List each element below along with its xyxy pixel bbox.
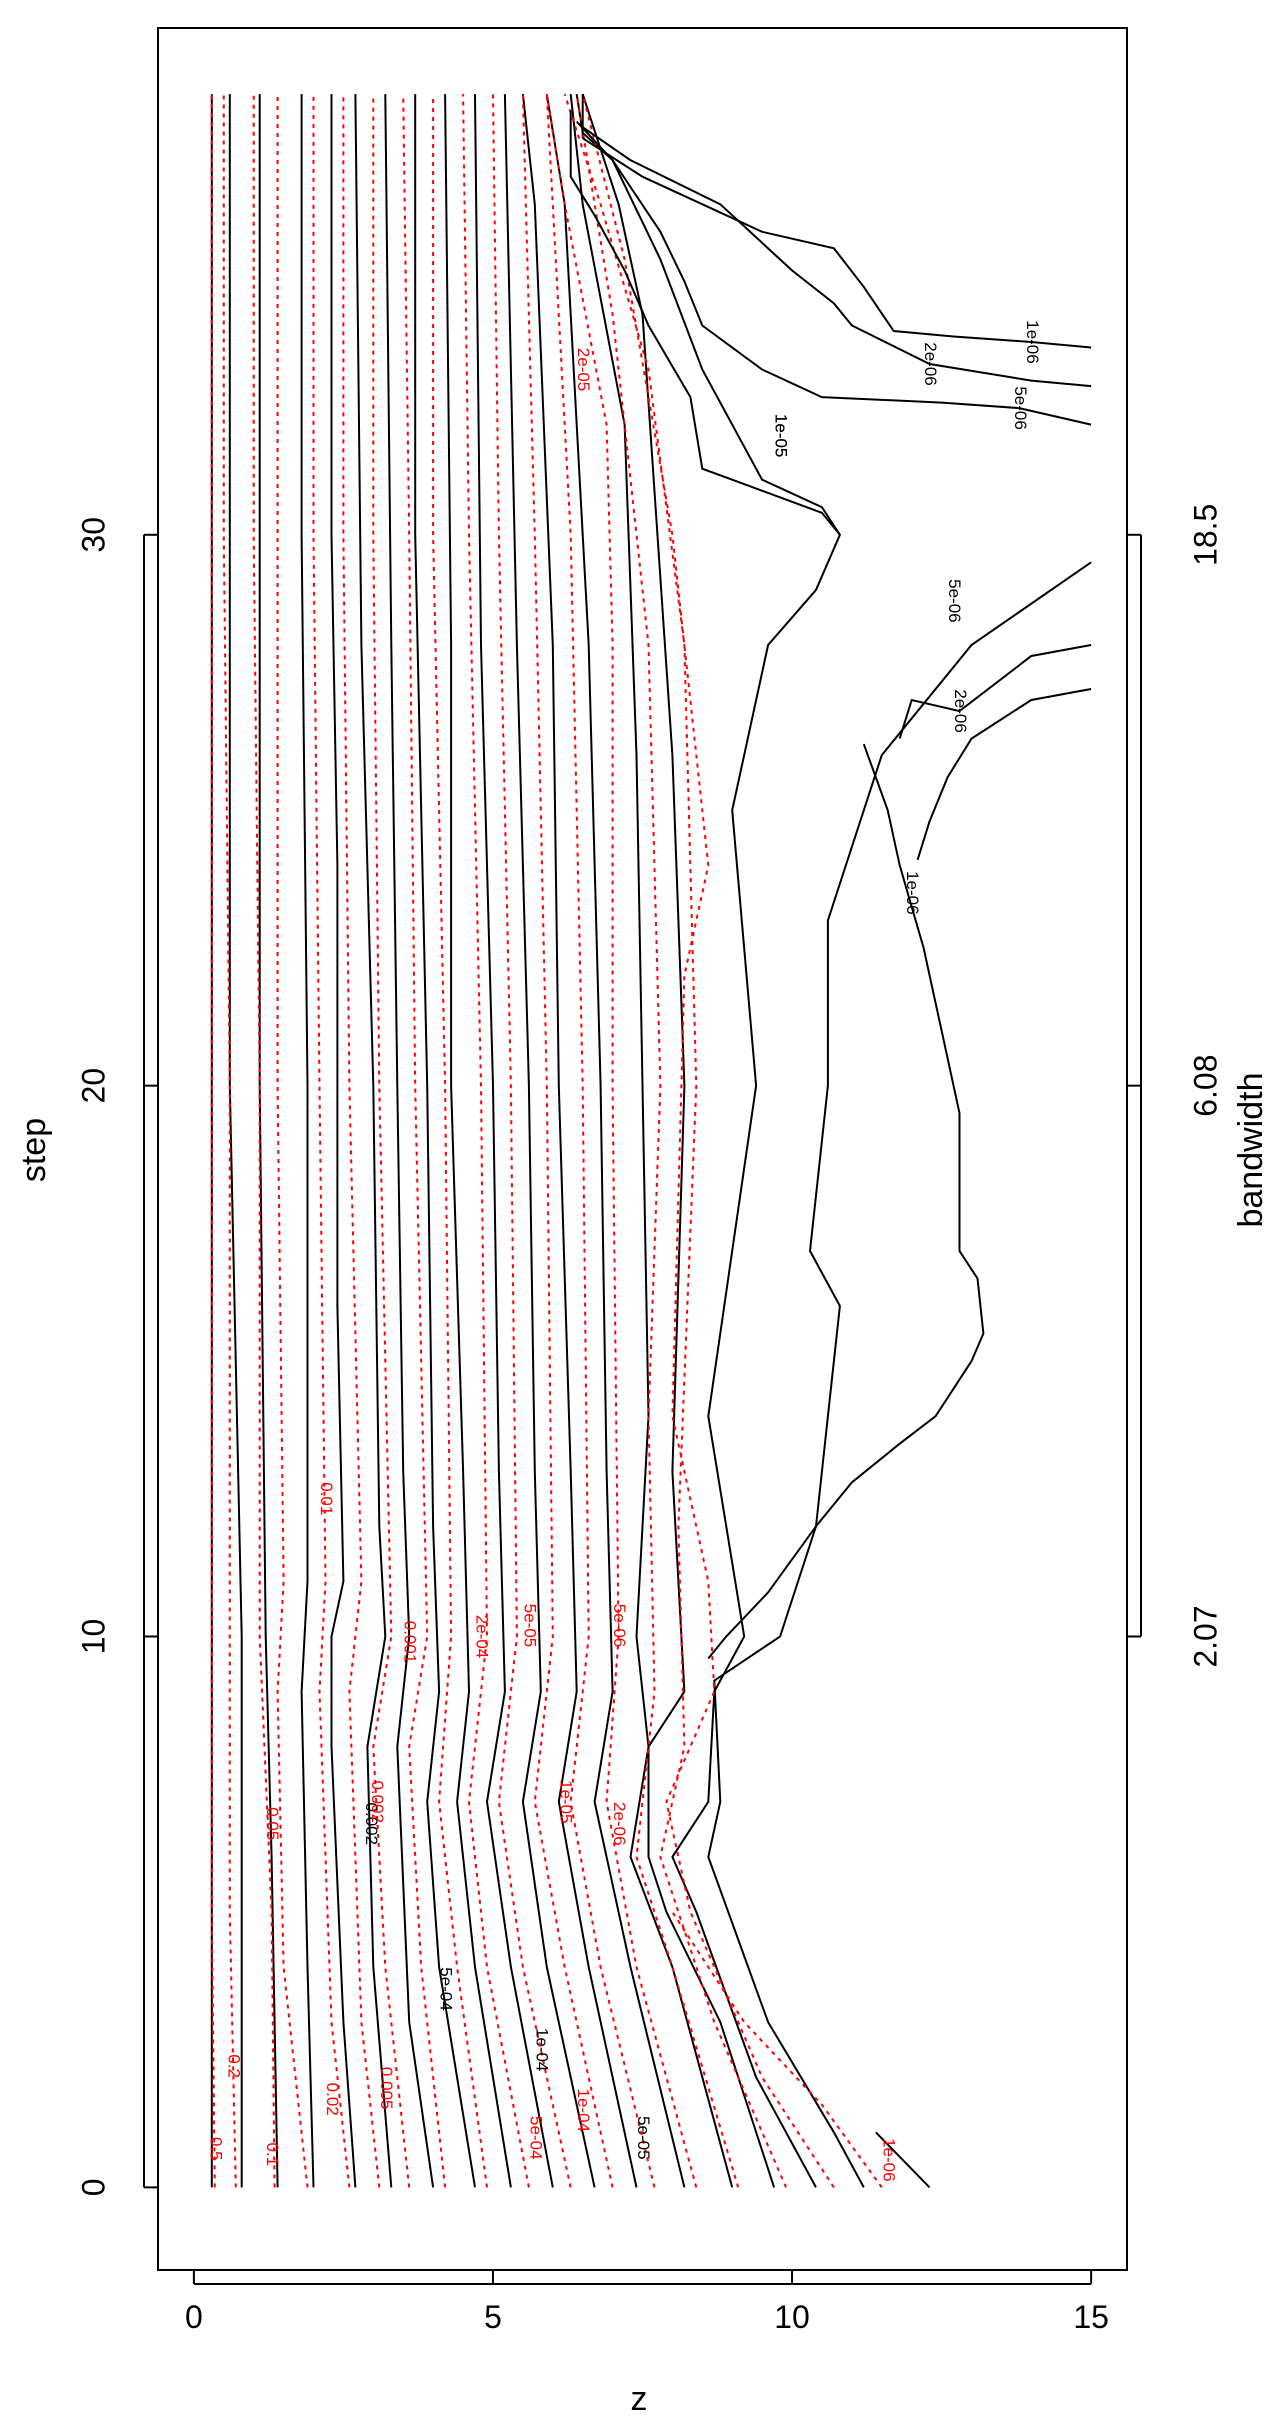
contour-line-black-2-0 bbox=[582, 137, 1092, 349]
contour-label: 0.002 bbox=[368, 1780, 387, 1823]
contour-label: 1e-06 bbox=[1023, 320, 1042, 363]
contour-label: 5e-06 bbox=[1011, 386, 1030, 429]
contour-label: 1e-05 bbox=[772, 414, 791, 457]
right-tick-label: 2.07 bbox=[1187, 1605, 1223, 1667]
contour-line-black-0-13 bbox=[569, 93, 734, 2188]
y-tick-label: 20 bbox=[75, 1068, 111, 1104]
x-tick-label: 10 bbox=[774, 2299, 810, 2335]
contour-label: 2e-04 bbox=[473, 1615, 492, 1658]
contour-line-black-0-15 bbox=[575, 93, 842, 2188]
contour-line-black-0-5 bbox=[354, 94, 393, 2188]
axes: 0 5 10 15 0 10 20 30 2.07 6.08 18.5 bbox=[75, 504, 1223, 2335]
contour-label: 1e-04 bbox=[574, 2089, 593, 2132]
contour-label: 0.005 bbox=[377, 2067, 396, 2110]
x-tick-label: 15 bbox=[1073, 2299, 1109, 2335]
contour-line-black-2-2 bbox=[575, 120, 1092, 426]
contour-label: 1e-05 bbox=[556, 1780, 575, 1823]
contour-line-red-1-17 bbox=[671, 1911, 883, 2188]
contour-label: 0.5 bbox=[206, 2137, 225, 2161]
contour-line-black-0-9 bbox=[474, 94, 554, 2188]
contour-line-red-1-11 bbox=[521, 94, 614, 2188]
contour-line-black-2-6 bbox=[707, 743, 985, 1660]
contour-label: 0.001 bbox=[401, 1621, 420, 1664]
contour-label: 5e-05 bbox=[520, 1604, 539, 1647]
contour-label: 1e-06 bbox=[879, 2138, 898, 2181]
contour-line-red-1-3 bbox=[276, 94, 309, 2188]
contour-label: 5e-04 bbox=[526, 2116, 545, 2159]
contour-line-black-2-3 bbox=[569, 110, 841, 536]
contour-line-black-0-3 bbox=[300, 94, 315, 2188]
contour-label: 0.05 bbox=[263, 1807, 282, 1840]
right-tick-label: 6.08 bbox=[1187, 1055, 1223, 1117]
contour-line-black-0-12 bbox=[545, 93, 686, 2188]
contour-label: 1e-06 bbox=[903, 871, 922, 914]
contour-label: 5e-06 bbox=[610, 1604, 629, 1647]
contour-line-red-1-15 bbox=[563, 93, 788, 2188]
contour-labels: 0.002 5e-04 1e-04 5e-05 1e-05 5e-06 0.5 0.2 0.1 0… bbox=[206, 320, 1041, 2181]
x-tick-label: 0 bbox=[185, 2299, 203, 2335]
contour-line-black-0-17 bbox=[875, 2131, 931, 2189]
contour-label: 1e-04 bbox=[532, 2028, 551, 2071]
contour-label: 2e-06 bbox=[610, 1802, 629, 1845]
contour-label: 2e-06 bbox=[921, 342, 940, 385]
y-tick-label: 30 bbox=[75, 517, 111, 553]
contour-label: 2e-06 bbox=[951, 689, 970, 732]
contour-line-black-2-4 bbox=[898, 644, 1092, 739]
contour-line-red-1-6 bbox=[372, 94, 411, 2188]
right-tick-label: 18.5 bbox=[1187, 504, 1223, 566]
contour-label: 0.2 bbox=[224, 2054, 243, 2078]
contour-line-black-0-2 bbox=[258, 94, 279, 2188]
x-axis-title: z bbox=[631, 2380, 648, 2418]
y-axis-title: step bbox=[15, 1118, 53, 1182]
contour-label: 5e-04 bbox=[437, 1967, 456, 2010]
contour-line-black-0-11 bbox=[521, 93, 638, 2188]
contour-line-red-1-12 bbox=[545, 94, 656, 2188]
contour-label: 0.02 bbox=[323, 2083, 342, 2116]
contour-line-black-0-16 bbox=[707, 561, 1092, 2188]
contour-label: 5e-05 bbox=[634, 2116, 653, 2159]
contour-lines bbox=[210, 93, 1092, 2189]
contour-line-red-1-10 bbox=[492, 94, 572, 2188]
contour-label: 1e-05 bbox=[772, 414, 791, 457]
contour-label: 0.01 bbox=[317, 1482, 336, 1515]
contour-label: 0.1 bbox=[263, 2142, 282, 2166]
contour-line-black-0-10 bbox=[503, 94, 596, 2188]
contour-line-black-0-7 bbox=[414, 94, 476, 2188]
contour-line-black-0-14 bbox=[581, 93, 776, 2188]
contour-line-black-2-1 bbox=[582, 126, 1092, 388]
x-tick-label: 5 bbox=[484, 2299, 502, 2335]
y-tick-label: 0 bbox=[75, 2178, 111, 2196]
contour-label: 5e-06 bbox=[945, 579, 964, 622]
plot-frame bbox=[157, 27, 1128, 2271]
contour-line-black-0-4 bbox=[330, 94, 357, 2188]
right-axis-title: bandwidth bbox=[1232, 1072, 1270, 1227]
contour-line-red-1-16 bbox=[581, 93, 835, 2188]
contour-line-black-0-1 bbox=[228, 94, 243, 2188]
contour-line-black-0-8 bbox=[444, 94, 512, 2188]
contour-line-red-1-8 bbox=[432, 94, 488, 2188]
contour-line-red-1-7 bbox=[402, 94, 447, 2188]
contour-line-black-2-5 bbox=[916, 688, 1092, 861]
contour-label: 0.002 bbox=[362, 1803, 381, 1846]
contour-line-black-0-6 bbox=[384, 94, 435, 2188]
contour-line-red-1-9 bbox=[462, 94, 530, 2188]
y-tick-label: 10 bbox=[75, 1619, 111, 1655]
contour-label: 2e-05 bbox=[574, 348, 593, 391]
